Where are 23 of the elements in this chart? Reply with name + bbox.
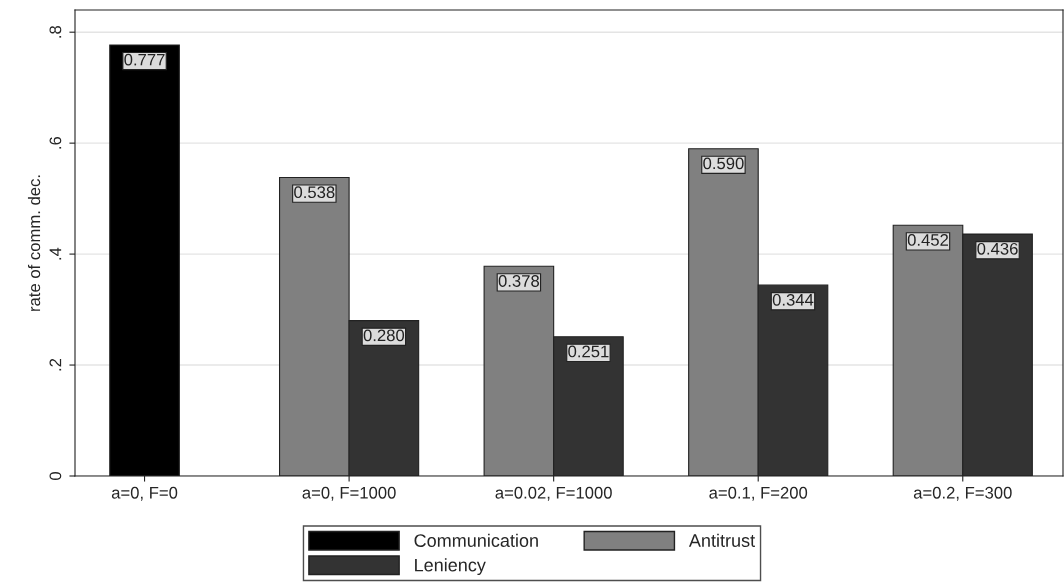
data-label: 0.777 [124,53,165,66]
y-axis-title: rate of comm. dec. [27,175,41,311]
y-tick-label: .2 [49,358,62,371]
y-tick-label: .6 [49,136,62,149]
x-tick-label: a=0.2, F=300 [913,486,1012,501]
data-label: 0.344 [772,293,814,306]
x-tick-label: a=0.02, F=1000 [495,486,612,501]
data-label: 0.436 [977,242,1018,255]
data-label: 0.590 [703,157,744,170]
x-tick-label: a=0.1, F=200 [709,486,808,501]
data-label: 0.452 [907,234,949,246]
data-label: 0.538 [294,186,335,199]
y-tick-label: 0 [49,472,62,480]
data-label: 0.280 [363,329,405,342]
legend-label: Antitrust [688,533,755,547]
legend-label: Communication [414,533,538,547]
x-tick-label: a=0, F=1000 [302,486,396,501]
data-label: 0.378 [498,275,540,287]
legend-label: Leniency [415,558,486,576]
data-label: 0.251 [568,345,609,358]
y-tick-label: .4 [49,247,62,260]
x-tick-label: a=0, F=0 [111,486,178,501]
y-tick-label: .8 [49,25,62,38]
